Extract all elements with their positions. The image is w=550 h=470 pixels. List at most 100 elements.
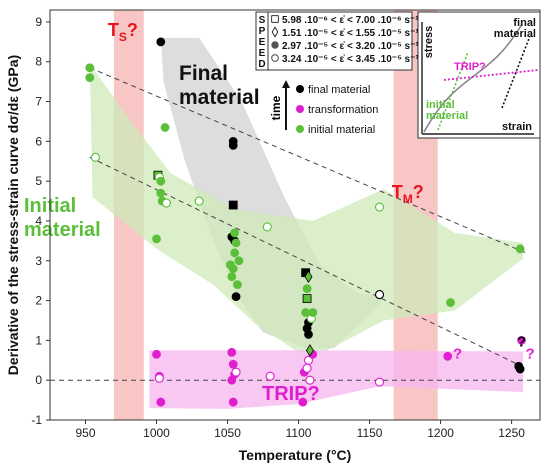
annotation-question-1: ? [517, 333, 526, 350]
x-tick-label: 1000 [143, 426, 170, 440]
final-point [374, 290, 385, 300]
final-point [228, 136, 238, 146]
material-legend: time final material transformation initial … [269, 80, 378, 136]
inset-trip-label: TRIP? [454, 61, 486, 73]
initial-point [233, 280, 242, 290]
initial-point [234, 256, 244, 266]
transformation-point [156, 397, 166, 407]
inset-final-tangent [501, 35, 531, 109]
initial-point [156, 188, 166, 198]
inset-y-label: stress [423, 26, 435, 58]
transformation-point [298, 397, 308, 407]
legend-marker-transformation [296, 105, 304, 113]
annotation-question-3: ? [453, 345, 462, 362]
inset-x-label: strain [502, 121, 532, 133]
series-initial [85, 63, 525, 357]
y-tick-label: -1 [31, 413, 42, 427]
initial-point [308, 308, 318, 317]
final-point [304, 330, 313, 339]
initial-point [231, 238, 241, 248]
final-point [231, 292, 241, 302]
speed-letter: E [259, 37, 266, 48]
speed-box-frame [255, 11, 413, 71]
final-material-label-line-1: Final [179, 62, 228, 85]
legend-label-transformation: transformation [308, 104, 378, 116]
reference-line-1 [89, 67, 526, 254]
x-tick-label: 1100 [286, 426, 312, 440]
time-arrow-head [282, 80, 290, 88]
speed-row-text: 2.97 .10⁻⁵ < ε̇ < 3.20 .10⁻⁵ s⁻¹ [282, 41, 419, 52]
y-tick-label: 5 [35, 174, 42, 188]
y-tick-label: 0 [35, 373, 42, 387]
final-point [156, 37, 166, 47]
reference-lines [50, 67, 540, 381]
final-material-label-line-2: material [179, 86, 260, 109]
y-tick-label: 6 [35, 134, 42, 148]
y-tick-label: 7 [35, 95, 42, 109]
transformation-point [228, 359, 238, 369]
transformation-point [228, 397, 238, 407]
initial-point [160, 123, 170, 132]
transformation-point [154, 373, 164, 383]
transformation-point [152, 349, 161, 359]
inset-frame [417, 11, 541, 139]
initial-point [305, 344, 314, 357]
speed-row-text: 5.98 .10⁻⁶ < ε̇ < 7.00 .10⁻⁶ s⁻¹ [282, 15, 419, 26]
transformation-point [443, 351, 453, 361]
trip-label: TRIP? [262, 383, 320, 405]
initial-point [230, 248, 240, 258]
annotation-question-2: ? [525, 345, 534, 362]
speed-letter: E [259, 48, 266, 59]
initial-point [85, 63, 95, 73]
bands-layer [89, 10, 524, 420]
initial-point [302, 284, 312, 294]
legend-label-final: final material [308, 84, 370, 96]
y-tick-label: 2 [35, 294, 42, 308]
speed-marker [271, 41, 279, 49]
speed-row-text: 1.51 .10⁻⁵ < ε̇ < 1.55 .10⁻⁵ s⁻¹ [282, 28, 419, 39]
initial-point [90, 152, 100, 162]
axes: 950 1000 1050 1100 1150 1200 1250 -1 0 1 2 3 4 5 6 7 8 9 [31, 15, 525, 440]
speed-row-text: 3.24 .10⁻⁵ < ε̇ < 3.45 .10⁻⁵ s⁻¹ [282, 54, 419, 65]
trip-band [149, 350, 523, 409]
initial-point [302, 294, 312, 303]
transformation-point [302, 363, 312, 373]
initial-point [227, 272, 237, 282]
points-layer [85, 37, 526, 407]
initial-point [262, 222, 272, 232]
x-tick-label: 950 [75, 426, 95, 440]
inset-initial-label: initial [426, 99, 455, 111]
y-tick-label: 8 [35, 55, 42, 69]
initial-point [85, 73, 95, 83]
x-tick-label: 1200 [427, 426, 454, 440]
y-tick-label: 4 [35, 214, 42, 228]
final-point [515, 364, 525, 374]
plot-frame [49, 9, 541, 421]
transformation-point [374, 377, 385, 387]
tm-label: TM? [392, 182, 424, 206]
inset-final-label: final [513, 17, 536, 29]
transformation-point [517, 335, 526, 345]
initial-point [304, 270, 313, 283]
initial-point [228, 264, 238, 274]
y-tick-label: 1 [35, 333, 42, 347]
legend-label-initial: initial material [308, 124, 375, 136]
speed-letter: S [259, 15, 266, 26]
series-transformation [152, 335, 526, 407]
initial-material-label-line-2: material [24, 219, 101, 241]
ts-label: TS? [108, 20, 138, 44]
initial-point [194, 196, 204, 206]
initial-point [515, 244, 525, 254]
inset-initial-label: material [426, 110, 468, 122]
inset-initial-tangent [437, 51, 469, 131]
transformation-point [227, 375, 237, 385]
inset-schematic: stressstrainfinalmaterialTRIP?initialmat… [417, 11, 541, 139]
y-axis-title: Derivative of the stress-strain curve dσ… [5, 55, 21, 375]
transformation-point [227, 347, 237, 357]
x-axis-title: Temperature (°C) [239, 447, 352, 463]
speed-marker [271, 54, 279, 62]
initial-point [230, 228, 240, 238]
x-tick-label: 1150 [357, 426, 383, 440]
final-point [228, 200, 238, 210]
